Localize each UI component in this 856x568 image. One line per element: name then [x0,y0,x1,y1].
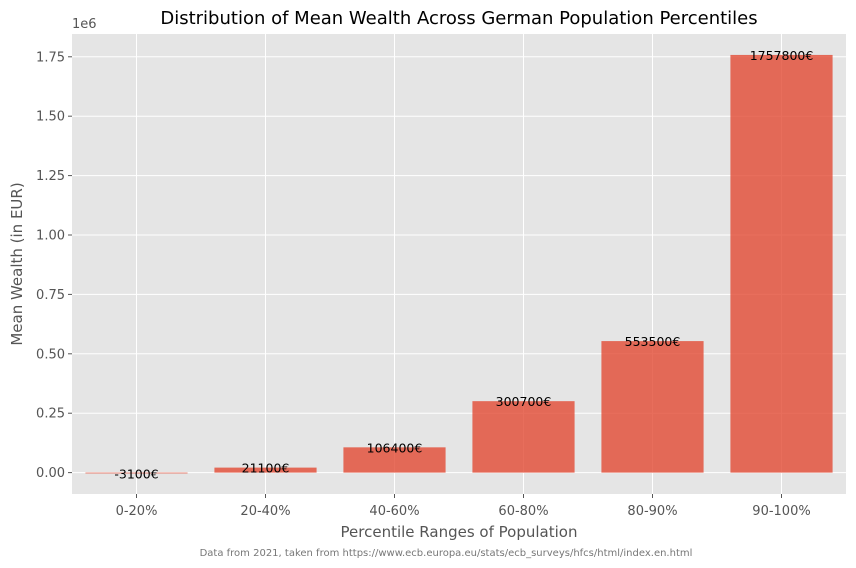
x-tick-label: 40-60% [369,504,419,519]
value-labels: -3100€ 21100€ 106400€ 300700€ 553500€ 1757800… [114,48,813,481]
y-tick-label: 1.00 [36,228,65,243]
y-tick-label: 1.50 [36,110,65,125]
footnote: Data from 2021, taken from https://www.e… [200,548,693,559]
bar [601,341,704,473]
bar [730,54,833,473]
bar-value-label: 106400€ [367,440,423,455]
bar [85,472,188,474]
x-axis-ticks: 0-20% 20-40% 40-60% 60-80% 80-90% 90-100% [116,494,811,519]
bar-value-label: 300700€ [496,394,552,409]
bars [85,54,833,474]
y-axis-label: Mean Wealth (in EUR) [8,182,26,345]
y-tick-label: 0.00 [36,466,65,481]
x-tick-label: 80-90% [627,504,677,519]
chart-title: Distribution of Mean Wealth Across Germa… [160,8,757,29]
bar [343,447,446,473]
x-axis-label: Percentile Ranges of Population [341,523,578,541]
y-tick-label: 0.50 [36,347,65,362]
bar-value-label: 21100€ [242,461,290,476]
y-tick-label: 0.25 [36,407,65,422]
y-tick-label: 1.25 [36,169,65,184]
x-tick-label: 90-100% [752,504,810,519]
y-offset-label: 1e6 [72,17,97,32]
y-axis-ticks: 0.00 0.25 0.50 0.75 1.00 1.25 1.50 1.75 [36,50,72,481]
x-tick-label: 20-40% [240,504,290,519]
bar-value-label: 553500€ [625,334,681,349]
x-tick-label: 60-80% [498,504,548,519]
bar [472,401,575,473]
plot-area [72,34,846,494]
y-tick-label: 0.75 [36,288,65,303]
x-tick-label: 0-20% [116,504,158,519]
bar-value-label: -3100€ [114,466,158,481]
bar-value-label: 1757800€ [750,48,814,63]
y-tick-label: 1.75 [36,50,65,65]
bar [214,467,317,473]
